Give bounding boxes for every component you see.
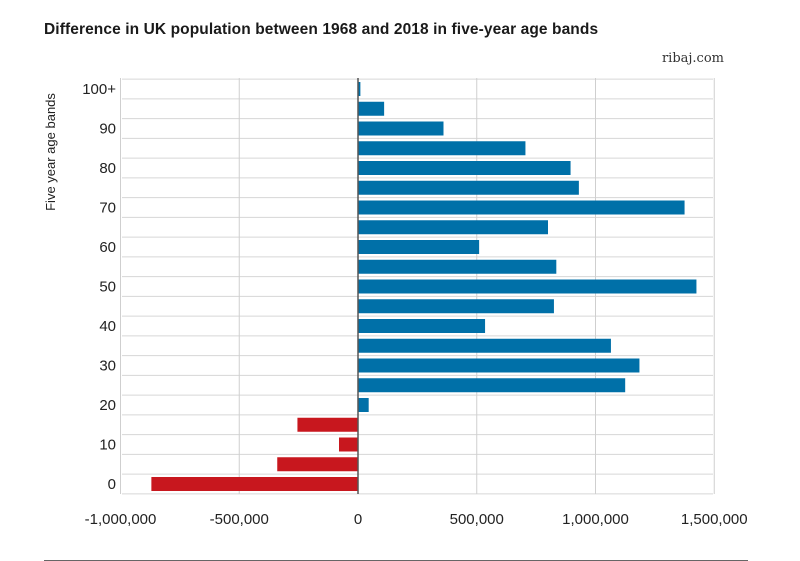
- bar-85: [358, 141, 526, 156]
- y-tick-label: 70: [99, 200, 116, 217]
- y-tick-label: 50: [99, 279, 116, 296]
- bar-30: [358, 358, 640, 373]
- y-tick-label: 80: [99, 160, 116, 177]
- bar-20: [358, 398, 369, 412]
- bar-5: [277, 457, 358, 472]
- bar-100+: [358, 82, 361, 96]
- bar-15: [297, 417, 358, 432]
- bar-65: [358, 220, 548, 235]
- bar-40: [358, 319, 486, 333]
- y-tick-label: 60: [99, 239, 116, 256]
- bar-60: [358, 240, 480, 254]
- x-tick-label: -500,000: [210, 511, 269, 528]
- tick-labels: -1,000,000 -500,000 0 500,000 1,000,000 1,500…: [82, 81, 747, 528]
- bar-75: [358, 180, 579, 195]
- y-tick-label: 20: [99, 397, 116, 414]
- x-tick-label: 500,000: [450, 511, 504, 528]
- bar-70: [358, 200, 685, 215]
- bar-50: [358, 279, 697, 294]
- bar-10: [339, 437, 358, 452]
- bar-90: [358, 121, 444, 136]
- y-tick-label: 10: [99, 437, 116, 454]
- x-tick-label: -1,000,000: [85, 511, 157, 528]
- y-tick-label: 30: [99, 358, 116, 375]
- bar-45: [358, 299, 554, 314]
- bar-25: [358, 378, 626, 393]
- bar-55: [358, 259, 557, 274]
- chart-title: Difference in UK population between 1968…: [44, 21, 599, 38]
- x-tick-label: 1,000,000: [562, 511, 629, 528]
- bars: [151, 82, 697, 491]
- bar-95: [358, 101, 385, 116]
- source-label: ribaj.com: [661, 51, 724, 66]
- y-tick-label: 90: [99, 121, 116, 138]
- bar-80: [358, 161, 571, 175]
- y-tick-label: 100+: [82, 81, 116, 98]
- x-tick-label: 1,500,000: [681, 511, 748, 528]
- x-tick-label: 0: [354, 511, 362, 528]
- y-axis-label: Five year age bands: [43, 93, 58, 211]
- bar-0: [151, 477, 358, 491]
- grid-lines: [120, 78, 715, 495]
- y-tick-label: 0: [108, 476, 116, 493]
- y-tick-label: 40: [99, 318, 116, 335]
- bar-35: [358, 338, 611, 353]
